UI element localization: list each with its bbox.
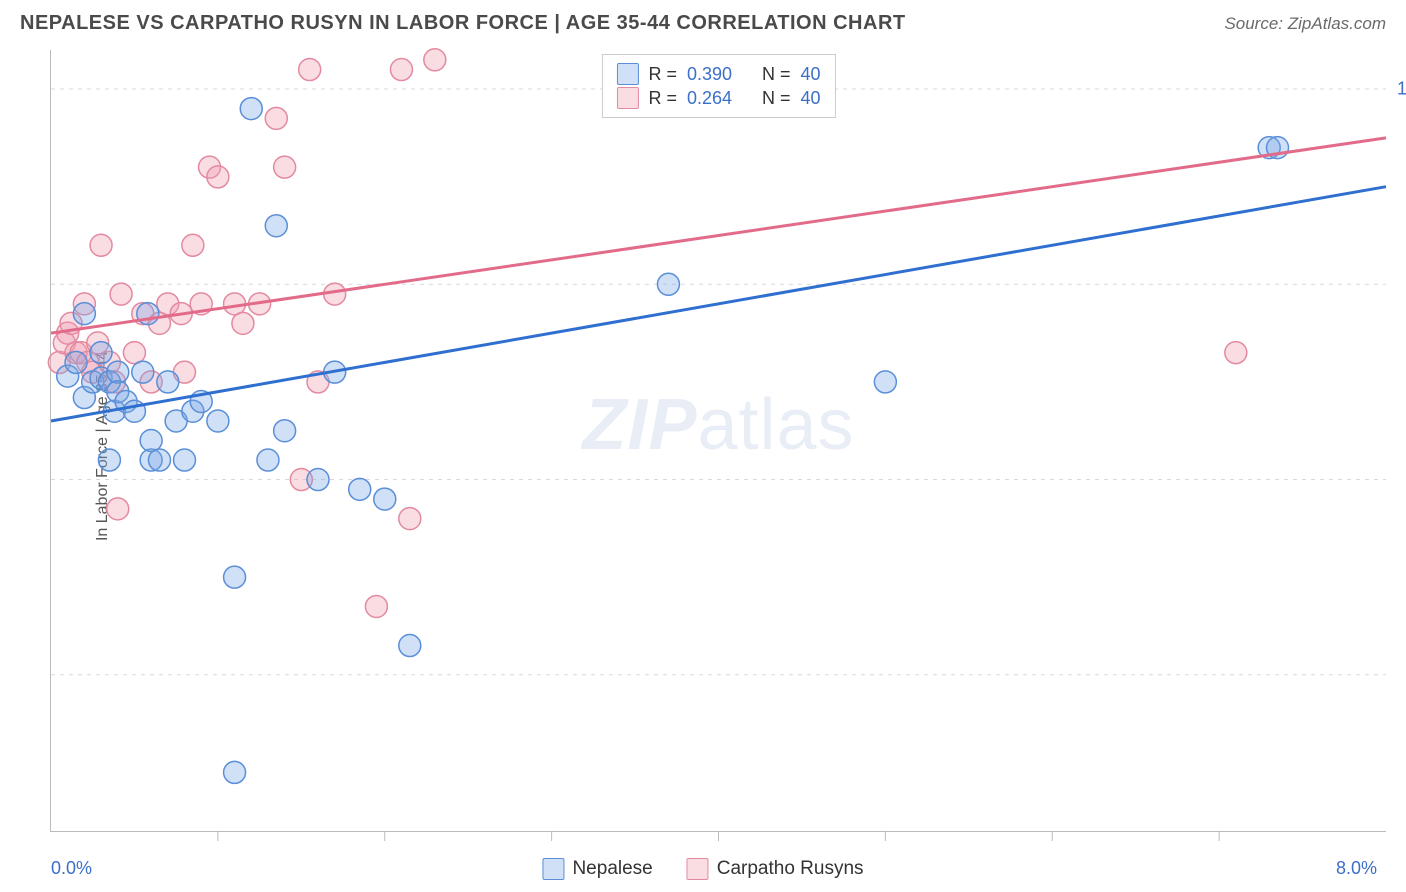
chart-wrapper: NEPALESE VS CARPATHO RUSYN IN LABOR FORC…: [0, 0, 1406, 892]
n-value-carpatho: 40: [801, 88, 821, 109]
swatch-carpatho: [687, 858, 709, 880]
x-tick-label: 8.0%: [1336, 858, 1377, 879]
scatter-plot-svg: [51, 50, 1386, 831]
series-legend: Nepalese Carpatho Rusyns: [542, 858, 863, 880]
correlation-legend: R = 0.390 N = 40 R = 0.264 N = 40: [601, 54, 835, 118]
n-label: N =: [762, 88, 791, 109]
chart-title: NEPALESE VS CARPATHO RUSYN IN LABOR FORC…: [20, 12, 906, 35]
legend-label-nepalese: Nepalese: [572, 858, 652, 880]
x-tick-label: 0.0%: [51, 858, 92, 879]
r-label: R =: [648, 64, 677, 85]
swatch-nepalese: [616, 63, 638, 85]
n-label: N =: [762, 64, 791, 85]
plot-area: ZIPatlas R = 0.390 N = 40 R = 0.264 N = …: [50, 50, 1386, 832]
swatch-nepalese: [542, 858, 564, 880]
legend-item-carpatho: Carpatho Rusyns: [687, 858, 864, 880]
corr-row-nepalese: R = 0.390 N = 40: [616, 63, 820, 85]
legend-label-carpatho: Carpatho Rusyns: [717, 858, 864, 880]
chart-header: NEPALESE VS CARPATHO RUSYN IN LABOR FORC…: [0, 0, 1406, 35]
swatch-carpatho: [616, 87, 638, 109]
n-value-nepalese: 40: [801, 64, 821, 85]
r-value-carpatho: 0.264: [687, 88, 732, 109]
r-value-nepalese: 0.390: [687, 64, 732, 85]
chart-source: Source: ZipAtlas.com: [1224, 14, 1386, 34]
corr-row-carpatho: R = 0.264 N = 40: [616, 87, 820, 109]
legend-item-nepalese: Nepalese: [542, 858, 652, 880]
r-label: R =: [648, 88, 677, 109]
y-tick-label: 100.0%: [1397, 79, 1406, 100]
